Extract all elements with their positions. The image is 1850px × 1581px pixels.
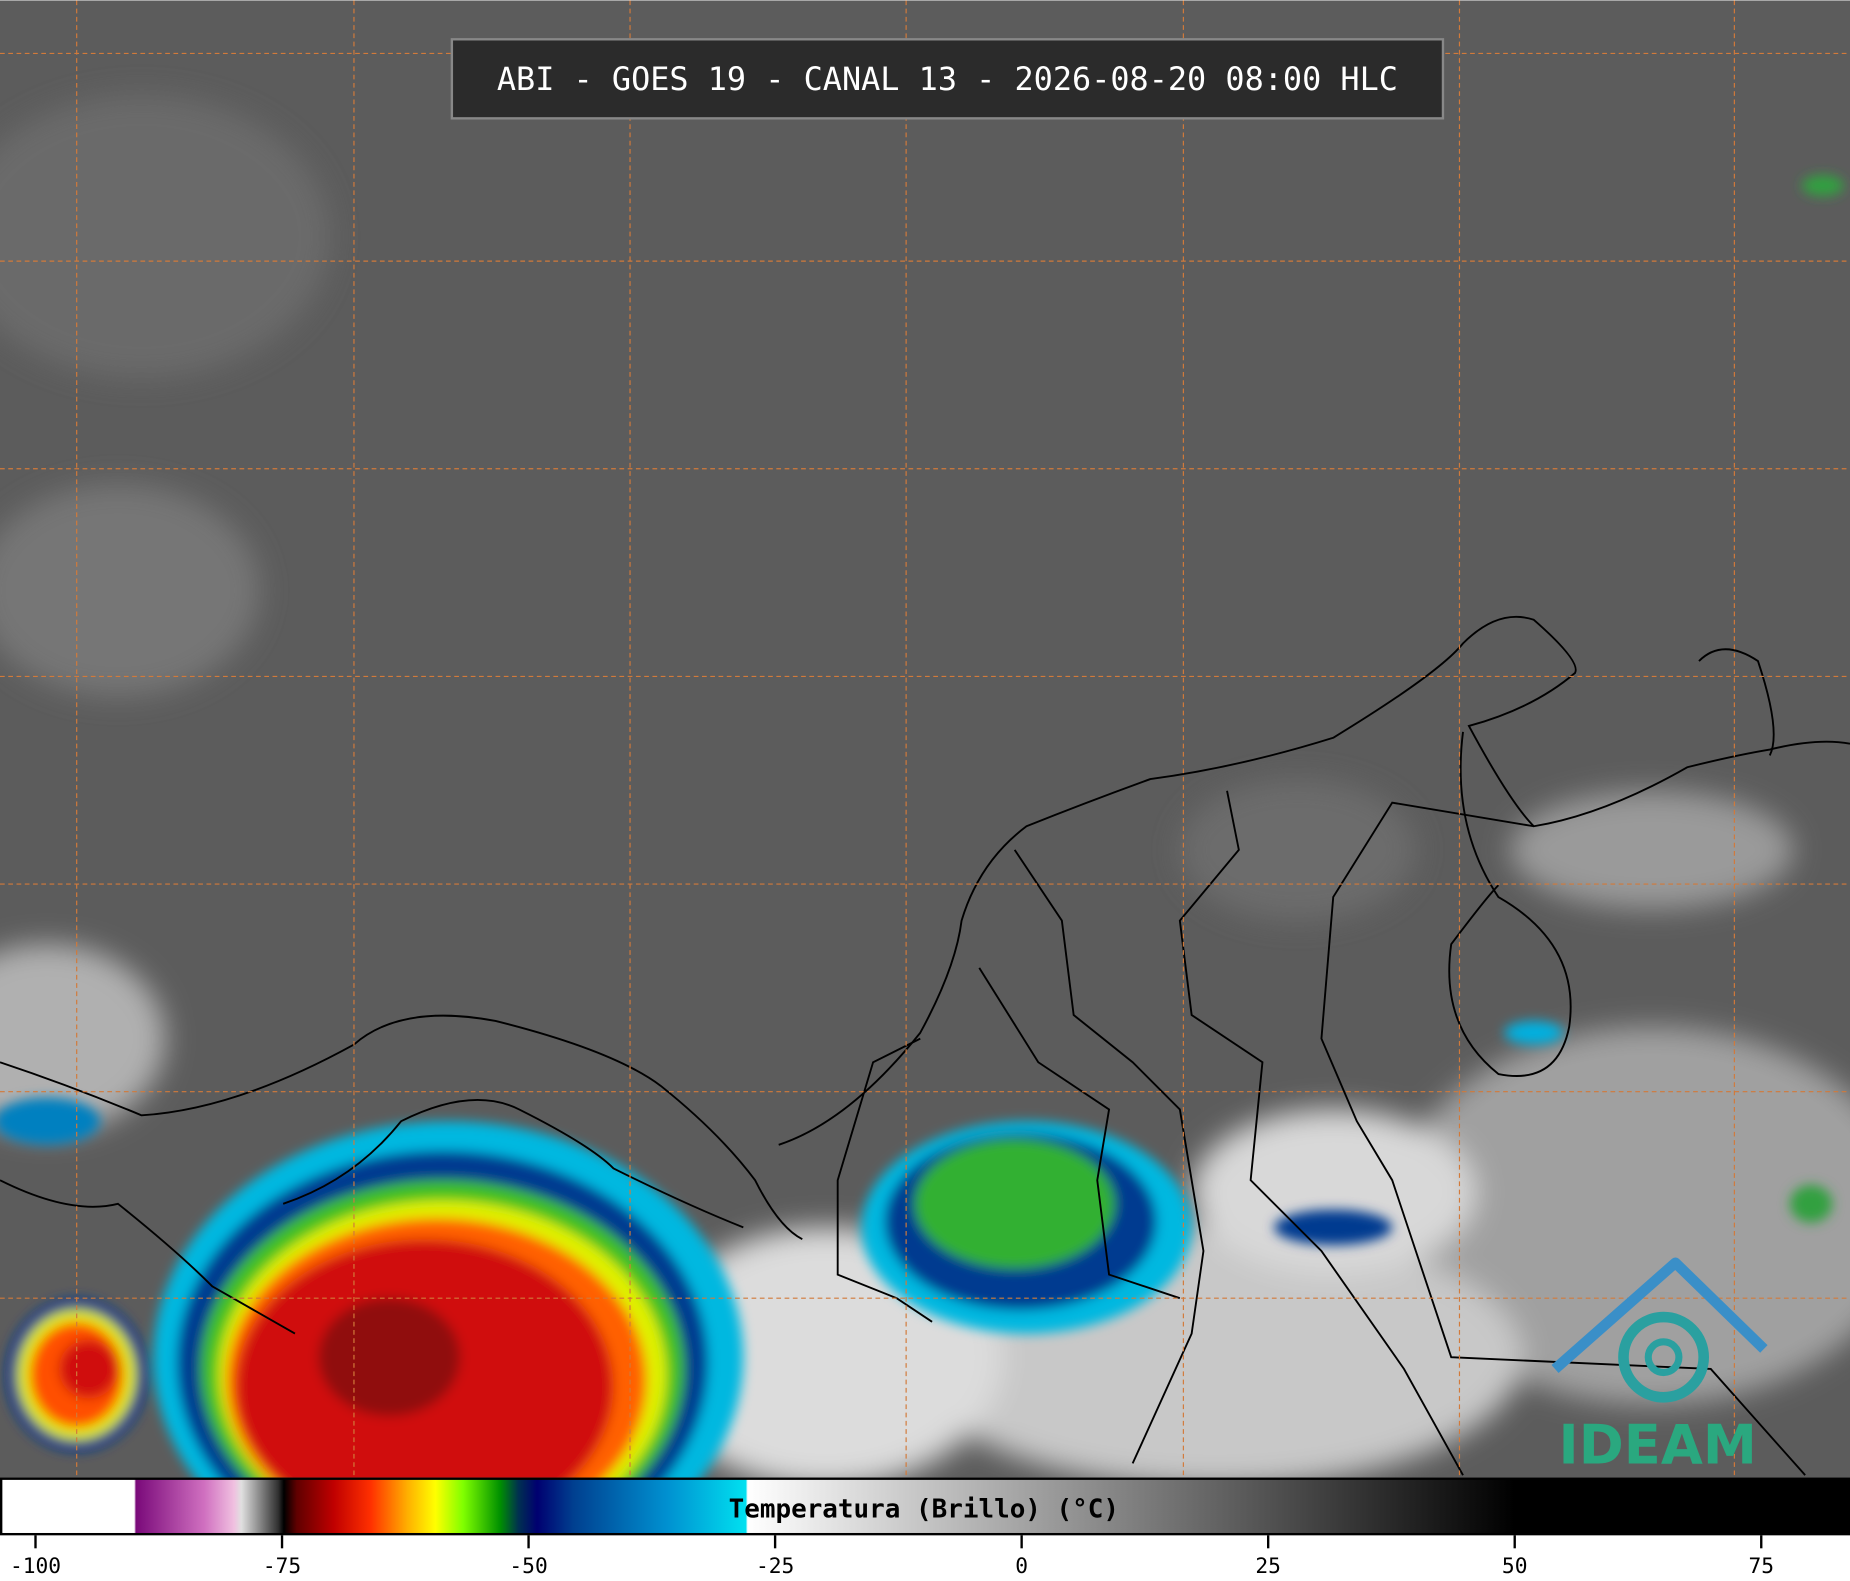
tick-label: -75 <box>263 1554 301 1577</box>
colorbar-ticks: -100 -75 -50 -25 0 25 50 75 <box>10 1535 1774 1579</box>
tick-label: -25 <box>756 1554 794 1577</box>
logo-roof <box>1551 1257 1768 1373</box>
tick-label: 0 <box>1015 1554 1028 1577</box>
convection <box>0 174 1845 1478</box>
logo-pupil <box>1644 1338 1683 1377</box>
logo: IDEAM <box>1551 1257 1768 1476</box>
tick-label: 75 <box>1748 1554 1774 1577</box>
title: ABI - GOES 19 - CANAL 13 - 2026-08-20 08… <box>497 60 1398 98</box>
colorbar-label: Temperatura (Brillo) (°C) <box>729 1495 1119 1525</box>
graticule <box>0 0 1850 1478</box>
tick-label: -100 <box>10 1554 61 1577</box>
logo-eye <box>1618 1311 1710 1403</box>
tick-label: -50 <box>509 1554 547 1577</box>
tick-label: 50 <box>1502 1554 1528 1577</box>
logo-text: IDEAM <box>1559 1413 1757 1476</box>
colorbar <box>0 1477 1850 1536</box>
title-background <box>450 38 1445 120</box>
title-box: ABI - GOES 19 - CANAL 13 - 2026-08-20 08… <box>450 38 1445 120</box>
tick-label: 25 <box>1255 1554 1281 1577</box>
